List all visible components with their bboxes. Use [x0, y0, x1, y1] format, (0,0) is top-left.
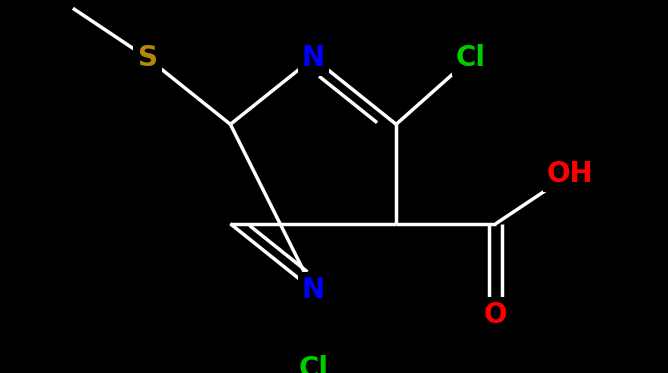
Text: Cl: Cl: [299, 355, 328, 373]
Text: N: N: [302, 276, 325, 304]
Text: Cl: Cl: [456, 44, 486, 72]
Text: OH: OH: [547, 160, 594, 188]
Text: S: S: [138, 44, 158, 72]
Text: O: O: [484, 301, 508, 329]
Text: N: N: [302, 44, 325, 72]
